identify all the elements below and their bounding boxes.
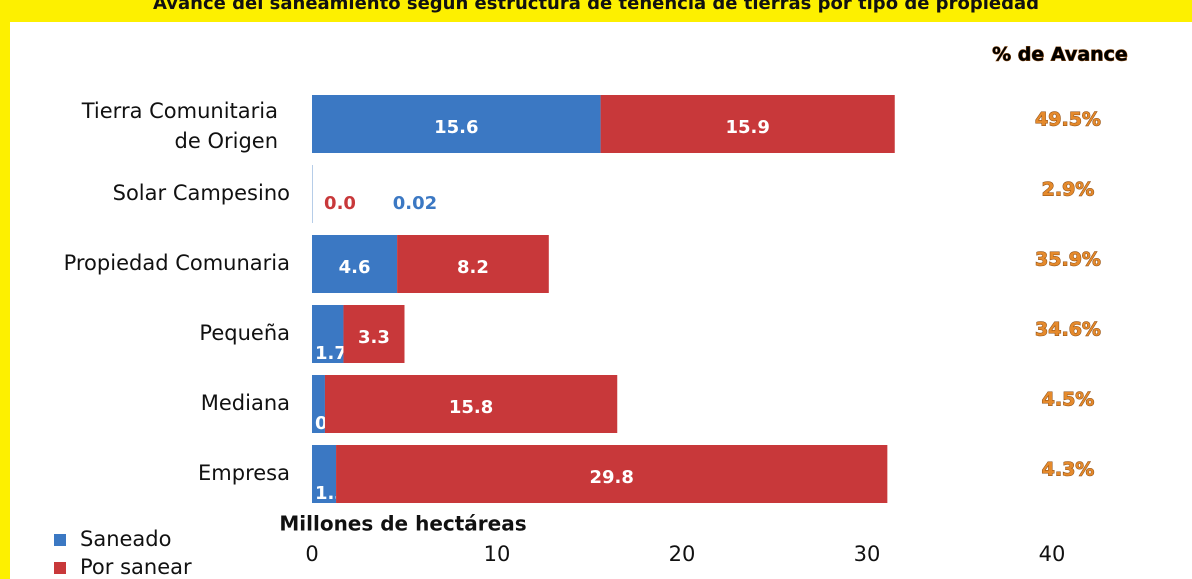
value-label: 3.3: [358, 327, 390, 348]
progress-label: 4.5%: [1042, 389, 1095, 411]
category-label-line: Tierra Comunitaria: [81, 99, 278, 123]
bar-segment: [312, 235, 398, 293]
value-label: 1.7: [315, 343, 347, 364]
category-label-line: de Origen: [175, 129, 278, 153]
bar-segment: [312, 305, 344, 363]
progress-label: 35.9%: [1035, 249, 1101, 271]
x-tick-label: 40: [1039, 542, 1066, 566]
category-label: Tierra Comunitaria de Origen: [81, 99, 278, 153]
progress-label: 34.6%: [1035, 319, 1101, 341]
value-label: 0.0: [324, 193, 356, 214]
chart-title: Avance del saneamiento según estructura …: [153, 0, 1039, 14]
legend-label: Por sanear: [80, 555, 192, 579]
value-label: 4.6: [339, 257, 371, 278]
x-tick-label: 20: [669, 542, 696, 566]
value-label: 0.02: [393, 193, 437, 214]
progress-label: 2.9%: [1042, 179, 1095, 201]
legend-swatch: [54, 562, 66, 574]
x-axis-label: Millones de hectáreas: [279, 512, 526, 536]
legend-swatch: [54, 534, 66, 546]
category-label: Empresa: [198, 461, 290, 485]
value-label: 15.8: [449, 397, 493, 418]
value-label: 8.2: [457, 257, 489, 278]
category-label: Solar Campesino: [113, 181, 290, 205]
x-tick-label: 0: [305, 542, 318, 566]
bar-segment: [312, 445, 337, 503]
progress-label: 4.3%: [1042, 459, 1095, 481]
bar-segment: [324, 375, 618, 433]
bar-segment: [312, 95, 601, 153]
value-label: 15.9: [725, 117, 769, 138]
legend-label: Saneado: [80, 527, 171, 551]
progress-title: % de Avance: [992, 44, 1128, 66]
category-label: Propiedad Comunaria: [64, 251, 290, 275]
category-label: Mediana: [201, 391, 290, 415]
value-label: 15.6: [434, 117, 478, 138]
x-tick-label: 10: [484, 542, 511, 566]
progress-label: 49.5%: [1035, 109, 1101, 131]
bar-segment: [397, 235, 549, 293]
bar-segment: [336, 445, 888, 503]
bar-segment: [343, 305, 405, 363]
bar-segment: [312, 375, 325, 433]
value-label: 29.8: [589, 467, 633, 488]
category-label: Pequeña: [199, 321, 290, 345]
x-tick-label: 30: [854, 542, 881, 566]
bar-segment: [600, 95, 895, 153]
